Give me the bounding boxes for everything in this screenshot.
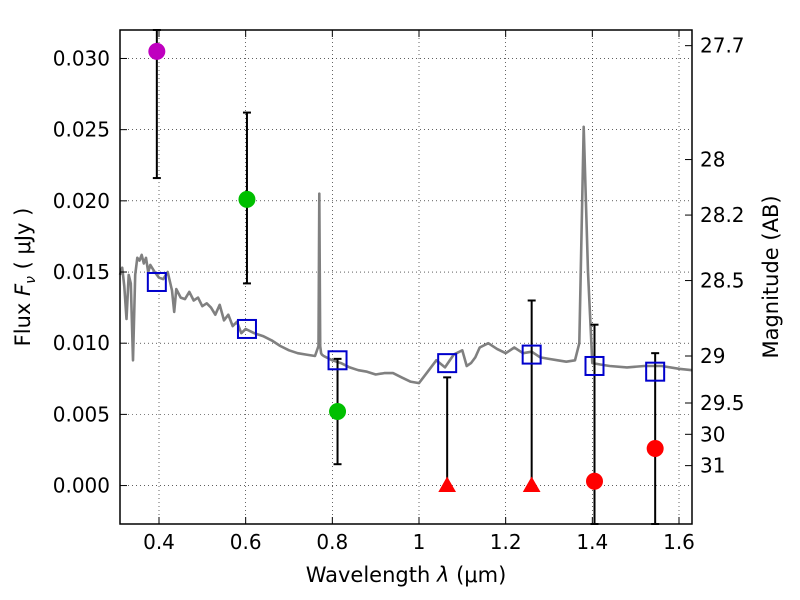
error-bars: [152, 29, 660, 525]
y2-axis-label: Magnitude (AB): [759, 195, 783, 358]
y2-tick-label: 30: [700, 422, 725, 446]
y-tick-label: 0.025: [53, 118, 110, 142]
lambda-symbol: λ: [436, 563, 449, 587]
model-flux-square: [645, 361, 666, 382]
plot-frame: [119, 29, 693, 525]
observed-flux-point: [238, 190, 256, 208]
upper-limit-triangle: [522, 476, 541, 493]
y-tick-label: 0.005: [53, 402, 110, 426]
y2-tick-label: 28.2: [700, 203, 745, 227]
y-tick-label: 0.015: [53, 260, 110, 284]
model-flux-square: [146, 271, 167, 292]
grid-lines: [120, 30, 692, 524]
y2-tick-label: 29.5: [700, 391, 745, 415]
y2-tick-label: 28.5: [700, 269, 745, 293]
upper-limit-triangle: [438, 476, 457, 493]
x-tick-label: 0.8: [316, 530, 348, 554]
observed-flux-point: [646, 440, 664, 458]
y-tick-label: 0.020: [53, 189, 110, 213]
y2-tick-label: 28: [700, 148, 725, 172]
y2-tick-label: 29: [700, 344, 725, 368]
model-flux-square: [584, 355, 605, 376]
template-sed: [118, 125, 693, 385]
observed-flux-point: [148, 42, 166, 60]
markers: [146, 42, 666, 493]
x-tick-label: 0.4: [143, 530, 175, 554]
x-tick-label: 1.2: [490, 530, 522, 554]
model-flux-square: [327, 350, 348, 371]
flux-symbol: F: [11, 283, 35, 296]
x-tick-label: 1.6: [663, 530, 695, 554]
template-sed-line: [118, 125, 693, 385]
model-flux-square: [437, 353, 458, 374]
y-tick-label: 0.030: [53, 46, 110, 70]
x-axis-label: Wavelength λ (μm): [306, 563, 507, 587]
y-tick-label: 0.010: [53, 331, 110, 355]
y-axis-label: Flux Fν ( μJy ): [11, 208, 39, 347]
x-tick-label: 0.6: [230, 530, 262, 554]
x-tick-label: 1: [413, 530, 426, 554]
y-tick-label: 0.000: [53, 474, 110, 498]
observed-flux-point: [586, 472, 603, 490]
model-flux-square: [521, 344, 542, 365]
observed-flux-point: [329, 403, 347, 421]
model-flux-square: [236, 318, 257, 339]
x-tick-label: 1.4: [576, 530, 608, 554]
y2-tick-label: 27.7: [700, 34, 745, 58]
y2-tick-label: 31: [700, 454, 725, 478]
ticks: 0.4 0.6 0.8 1 1.2 1.4 1.6 0.000 0.005 0.010 0.015 0…: [53, 30, 745, 554]
